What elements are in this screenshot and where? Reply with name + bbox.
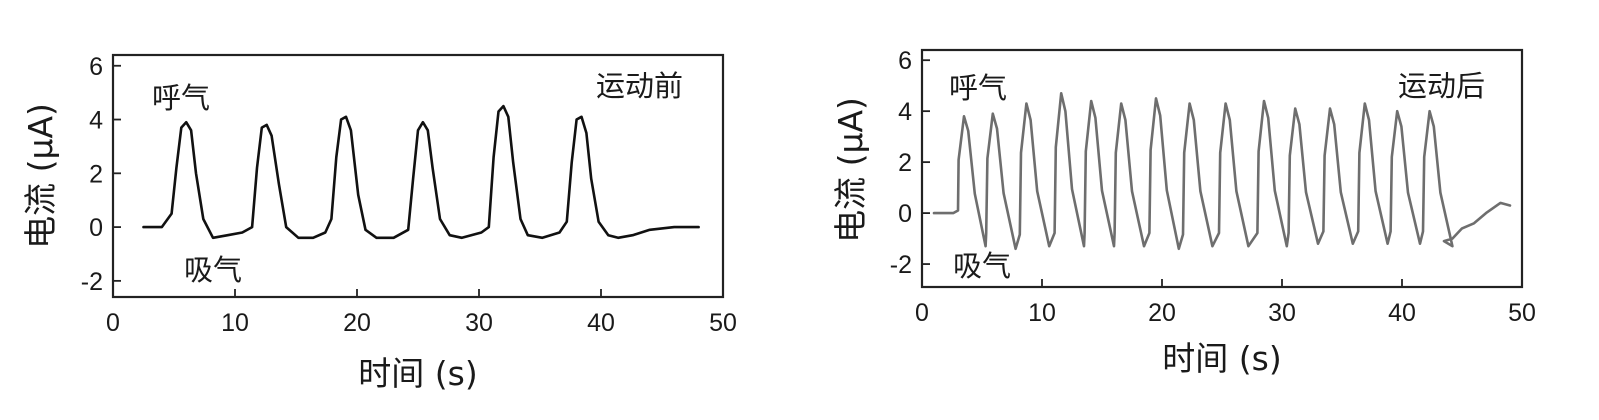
left-annotation-before-exercise: 运动前 bbox=[596, 69, 683, 103]
x-tick-label: 30 bbox=[465, 309, 493, 337]
current-trace bbox=[142, 104, 700, 240]
y-tick-label: -2 bbox=[81, 268, 103, 296]
left-series-line bbox=[142, 104, 700, 240]
x-tick-label: 40 bbox=[587, 309, 615, 337]
y-tick-label: 6 bbox=[898, 47, 912, 75]
current-trace bbox=[932, 92, 1512, 251]
y-tick-label: 2 bbox=[898, 149, 912, 177]
y-tick-label: 6 bbox=[89, 53, 103, 81]
y-tick-label: 2 bbox=[89, 160, 103, 188]
x-tick-label: 10 bbox=[221, 309, 249, 337]
left-plot-frame bbox=[111, 53, 725, 299]
x-tick-label: 50 bbox=[709, 309, 737, 337]
y-tick-label: 4 bbox=[898, 98, 912, 126]
right-series-line bbox=[932, 92, 1512, 251]
right-annotation-after-exercise: 运动后 bbox=[1398, 69, 1485, 103]
right-annotation-exhale: 呼气 bbox=[949, 71, 1007, 105]
x-tick-label: 0 bbox=[915, 299, 929, 327]
left-y-axis-title: 电流 (μA) bbox=[21, 103, 60, 249]
y-tick-label: 0 bbox=[898, 200, 912, 228]
y-tick-label: -2 bbox=[890, 251, 912, 279]
y-tick-label: 4 bbox=[89, 107, 103, 135]
left-x-axis-title: 时间 (s) bbox=[358, 354, 477, 393]
x-tick-label: 50 bbox=[1508, 299, 1536, 327]
left-annotation-exhale: 呼气 bbox=[152, 81, 210, 115]
x-tick-label: 30 bbox=[1268, 299, 1296, 327]
x-tick-label: 20 bbox=[343, 309, 371, 337]
x-tick-label: 0 bbox=[106, 309, 120, 337]
x-tick-label: 40 bbox=[1388, 299, 1416, 327]
x-tick-label: 20 bbox=[1148, 299, 1176, 327]
right-plot-frame bbox=[920, 48, 1524, 289]
left-annotation-inhale: 吸气 bbox=[184, 253, 242, 287]
x-tick-label: 10 bbox=[1028, 299, 1056, 327]
right-x-axis-title: 时间 (s) bbox=[1162, 339, 1281, 378]
right-annotation-inhale: 吸气 bbox=[953, 249, 1011, 283]
y-tick-label: 0 bbox=[89, 214, 103, 242]
right-y-axis-title: 电流 (μA) bbox=[831, 97, 870, 243]
